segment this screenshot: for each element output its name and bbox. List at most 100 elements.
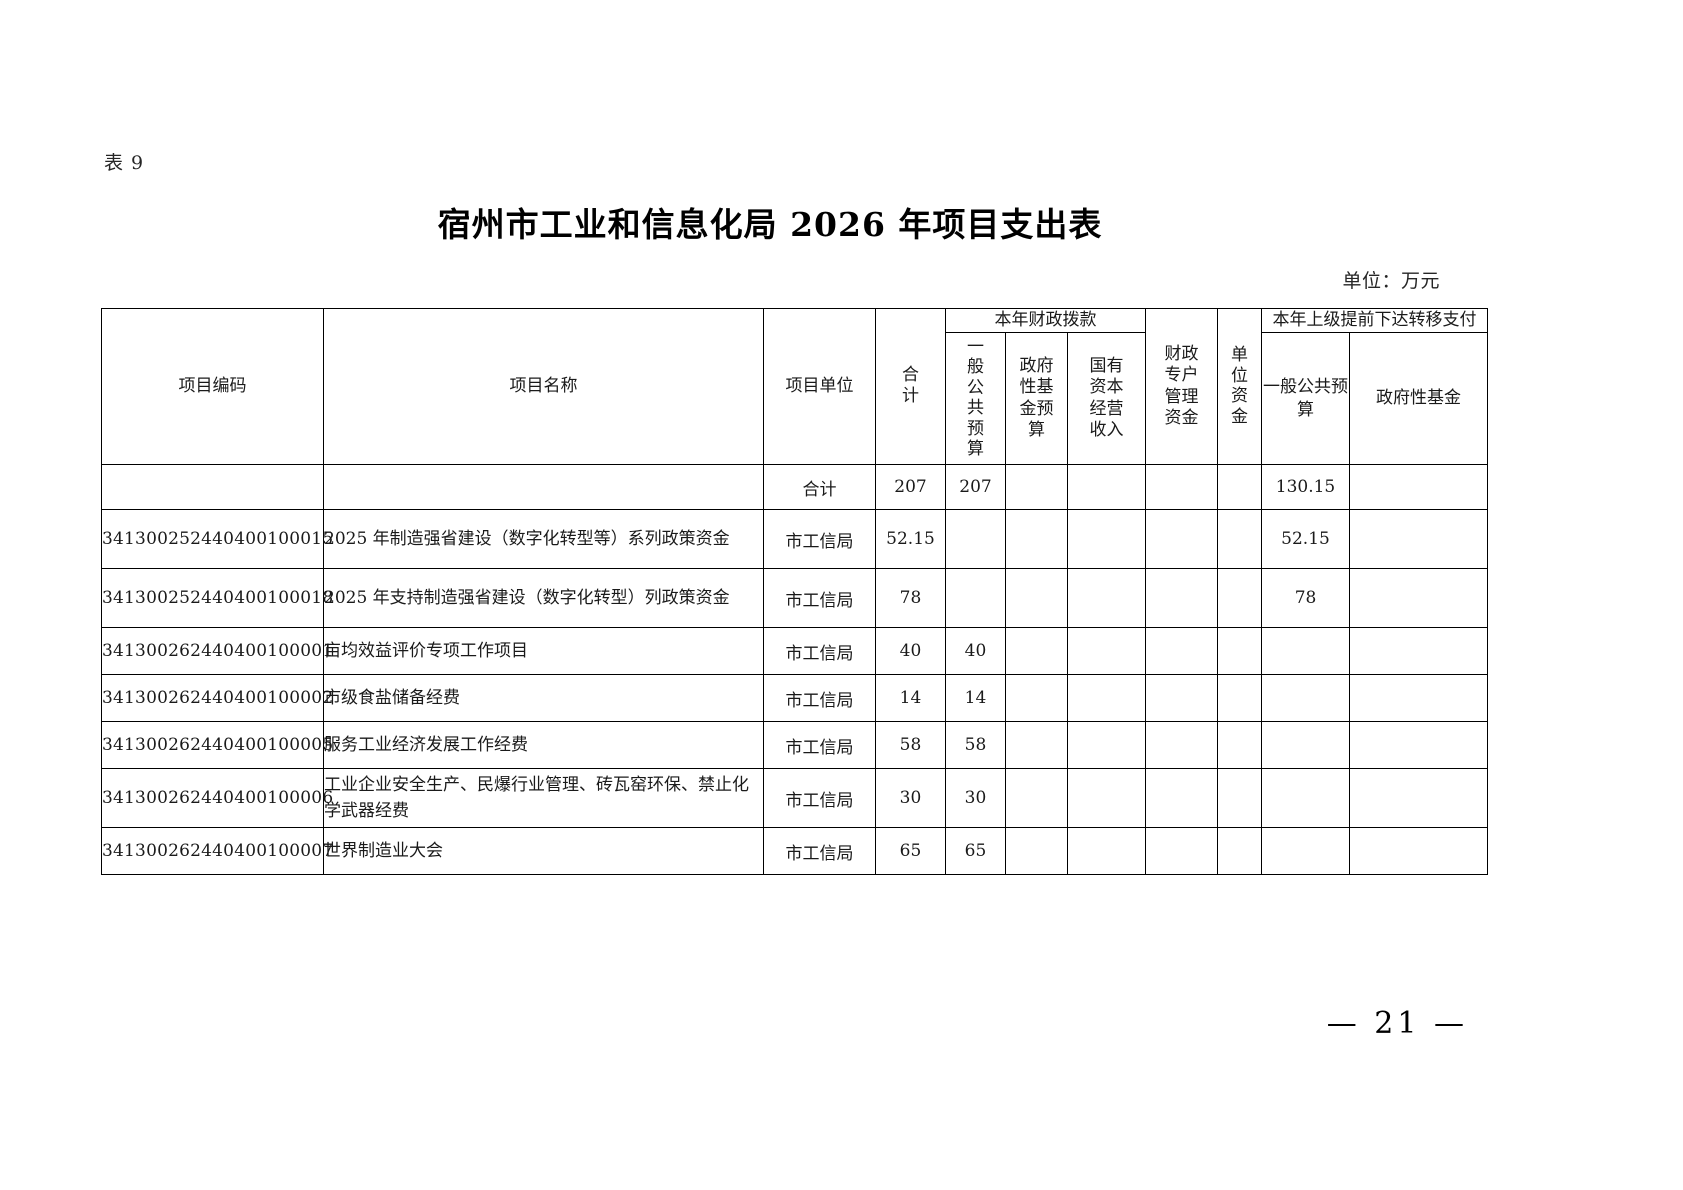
table-row: 341300252440400100018 2025 年支持制造强省建设（数字化… [101,568,1489,629]
cell-name: 服务工业经济发展工作经费 [323,721,764,770]
cell-total: 207 [875,464,946,511]
header-advance-government-fund: 政府性基金 [1349,331,1489,466]
cell-general-public-budget: 58 [945,721,1006,770]
cell-general-public-budget: 207 [945,464,1006,511]
table-body: 合计 207 207 130.15 341300252440400100015 … [101,464,1489,876]
table-row: 341300262440400100002 市级食盐储备经费 市工信局 14 1… [101,674,1489,723]
cell-name [323,464,764,511]
header-state-capital-operation-income: 国有资本经营收入 [1066,331,1147,466]
cell-advance-government-fund [1349,509,1489,570]
page-title: 宿州市工业和信息化局 2026 年项目支出表 [437,205,1103,244]
cell-fiscal-special-account-funds [1145,464,1219,511]
cell-unit-funds [1217,721,1263,770]
cell-unit: 市工信局 [763,827,876,876]
header-group-advance-transfer: 本年上级提前下达转移支付 [1261,308,1489,333]
cell-advance-government-fund [1349,768,1489,829]
cell-name: 2025 年制造强省建设（数字化转型等）系列政策资金 [323,509,764,570]
header-government-fund-budget: 政府性基金预算 [1005,331,1068,466]
header-unit-funds-label: 单位资金 [1231,345,1249,427]
cell-state-capital-operation-income [1066,768,1147,829]
table-row-total: 合计 207 207 130.15 [101,464,1489,511]
cell-government-fund-budget [1005,721,1068,770]
cell-unit: 市工信局 [763,674,876,723]
table-row: 341300262440400100006 工业企业安全生产、民爆行业管理、砖瓦… [101,768,1489,829]
header-total-label: 合计 [902,365,919,406]
table-row: 341300252440400100015 2025 年制造强省建设（数字化转型… [101,509,1489,570]
header-fiscal-special-account-funds: 财政专户管理资金 [1145,307,1219,466]
cell-government-fund-budget [1005,627,1068,676]
cell-advance-government-fund [1349,721,1489,770]
cell-fiscal-special-account-funds [1145,674,1219,723]
cell-total: 58 [875,721,946,770]
cell-fiscal-special-account-funds [1145,509,1219,570]
cell-state-capital-operation-income [1066,827,1147,876]
header-row-1: 项目编码 项目名称 项目单位 合计 本年财政拨款 财政专户管理资金 单位资金 本… [101,307,1489,466]
cell-general-public-budget: 65 [945,827,1006,876]
cell-advance-government-fund [1349,627,1489,676]
header-fiscal-special-account-funds-label: 财政专户管理资金 [1164,344,1199,428]
cell-government-fund-budget [1005,464,1068,511]
cell-advance-general-public-budget [1261,721,1351,770]
header-state-capital-operation-income-label: 国有资本经营收入 [1089,356,1124,440]
table-row: 341300262440400100007 世界制造业大会 市工信局 65 65 [101,827,1489,876]
header-general-public-budget: 一般公共预算 [945,331,1006,466]
cell-unit-funds [1217,674,1263,723]
budget-table-container: 项目编码 项目名称 项目单位 合计 本年财政拨款 财政专户管理资金 单位资金 本… [101,307,1489,876]
cell-unit-funds [1217,568,1263,629]
cell-general-public-budget: 14 [945,674,1006,723]
cell-advance-government-fund [1349,674,1489,723]
page-number: — 21 — [1326,1006,1468,1041]
header-group-fiscal-appropriation: 本年财政拨款 [944,308,1147,333]
cell-advance-general-public-budget: 78 [1261,568,1351,629]
cell-general-public-budget: 40 [945,627,1006,676]
cell-name: 工业企业安全生产、民爆行业管理、砖瓦窑环保、禁止化学武器经费 [323,768,764,829]
cell-total: 65 [875,827,946,876]
cell-advance-government-fund [1349,464,1489,511]
cell-code [101,464,324,511]
cell-advance-general-public-budget [1261,827,1351,876]
cell-government-fund-budget [1005,768,1068,829]
cell-general-public-budget [945,568,1006,629]
cell-advance-general-public-budget [1261,768,1351,829]
cell-general-public-budget [945,509,1006,570]
cell-unit: 合计 [763,464,876,511]
header-unit-funds: 单位资金 [1217,307,1263,466]
cell-code: 341300262440400100007 [101,827,333,876]
cell-unit-funds [1217,827,1263,876]
cell-unit-funds [1217,509,1263,570]
cell-total: 30 [875,768,946,829]
cell-total: 78 [875,568,946,629]
header-advance-general-public-budget: 一般公共预算 [1261,331,1351,466]
cell-name: 世界制造业大会 [323,827,764,876]
cell-total: 52.15 [875,509,946,570]
cell-code: 341300262440400100002 [101,674,333,723]
cell-code: 341300262440400100001 [101,627,333,676]
cell-advance-general-public-budget [1261,627,1351,676]
unit-note: 单位：万元 [1342,270,1440,292]
cell-total: 14 [875,674,946,723]
cell-fiscal-special-account-funds [1145,627,1219,676]
cell-unit-funds [1217,768,1263,829]
cell-government-fund-budget [1005,674,1068,723]
cell-state-capital-operation-income [1066,721,1147,770]
cell-fiscal-special-account-funds [1145,568,1219,629]
header-total: 合计 [875,307,946,466]
cell-government-fund-budget [1005,568,1068,629]
cell-code: 341300252440400100018 [101,568,333,629]
cell-advance-government-fund [1349,568,1489,629]
cell-unit: 市工信局 [763,721,876,770]
cell-state-capital-operation-income [1066,509,1147,570]
cell-general-public-budget: 30 [945,768,1006,829]
cell-code: 341300252440400100015 [101,509,333,570]
header-government-fund-budget-label: 政府性基金预算 [1019,356,1054,440]
header-general-public-budget-label: 一般公共预算 [967,336,984,459]
cell-government-fund-budget [1005,827,1068,876]
cell-unit: 市工信局 [763,568,876,629]
table-row: 341300262440400100005 服务工业经济发展工作经费 市工信局 … [101,721,1489,770]
cell-unit: 市工信局 [763,627,876,676]
cell-government-fund-budget [1005,509,1068,570]
cell-total: 40 [875,627,946,676]
cell-advance-general-public-budget [1261,674,1351,723]
cell-code: 341300262440400100005 [101,721,333,770]
